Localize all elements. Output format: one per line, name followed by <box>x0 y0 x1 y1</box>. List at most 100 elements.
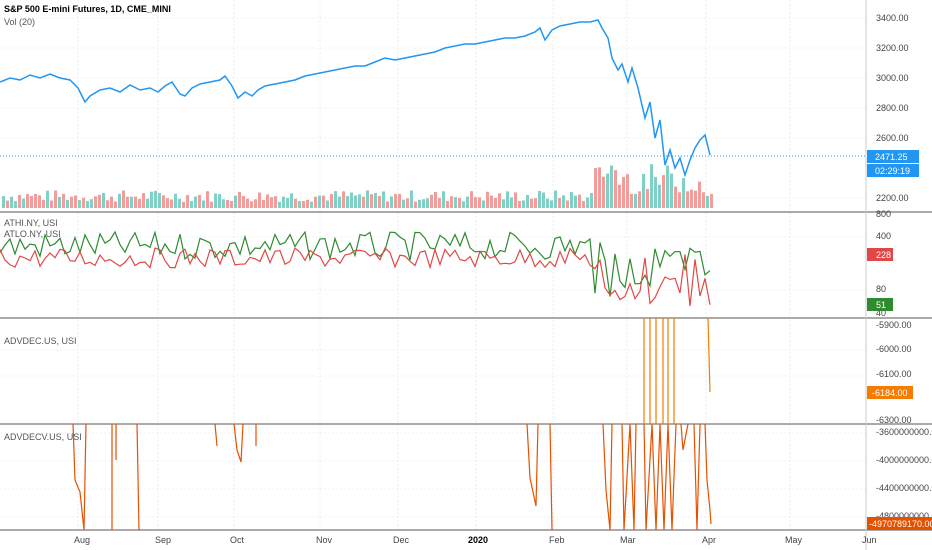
volume-bar <box>446 200 449 208</box>
volume-bar <box>10 196 13 208</box>
volume-bar <box>678 192 681 208</box>
volume-bar <box>98 194 101 208</box>
volume-bar <box>74 195 77 208</box>
x-axis-label: Jun <box>862 535 877 545</box>
volume-bar <box>370 194 373 208</box>
volume-bar <box>334 191 337 208</box>
advdecv-spike <box>136 423 140 531</box>
atlo-title[interactable]: ATLO.NY, USI <box>4 229 61 239</box>
volume-bar <box>238 191 241 208</box>
volume-bar <box>626 174 629 208</box>
volume-bar <box>582 200 585 208</box>
volume-bar <box>102 192 105 208</box>
symbol-title[interactable]: S&P 500 E-mini Futures, 1D, CME_MINI <box>4 4 171 14</box>
volume-bar <box>602 176 605 208</box>
volume-bar <box>130 196 133 208</box>
athi-title[interactable]: ATHI.NY, USI <box>4 218 58 228</box>
volume-bar <box>62 193 65 208</box>
volume-bar <box>126 196 129 208</box>
advdecv-spike <box>111 424 117 530</box>
volume-bar <box>242 196 245 208</box>
volume-bar <box>394 194 397 208</box>
volume-bar <box>490 195 493 208</box>
volume-bar <box>118 193 121 208</box>
volume-bar <box>198 194 201 208</box>
axis-label: -3600000000.00 <box>876 427 932 437</box>
volume-bar <box>78 200 81 208</box>
volume-bar <box>606 173 609 208</box>
volume-bar <box>482 200 485 208</box>
axis-label: 80 <box>876 284 886 294</box>
volume-bar <box>694 190 697 208</box>
volume-bar <box>682 178 685 208</box>
volume-bar <box>558 197 561 208</box>
volume-bar <box>154 190 157 208</box>
volume-bar <box>294 198 297 208</box>
volume-bar <box>186 194 189 208</box>
volume-bar <box>462 201 465 208</box>
advdecv-title[interactable]: ADVDECV.US, USI <box>4 432 82 442</box>
volume-bar <box>66 199 69 208</box>
volume-bar <box>430 194 433 208</box>
volume-bar <box>670 173 673 208</box>
volume-bar <box>622 176 625 208</box>
advdecv-spike <box>526 423 539 507</box>
volume-bar <box>650 164 653 208</box>
volume-bar <box>698 181 701 208</box>
axis-label: 40 <box>876 308 886 318</box>
volume-bar <box>638 191 641 208</box>
volume-bar <box>554 190 557 208</box>
volume-bar <box>314 196 317 208</box>
advdec-tag-text: -6184.00 <box>872 388 908 398</box>
atlo-tag-text: 51 <box>876 300 886 310</box>
volume-bar <box>282 196 285 208</box>
volume-bar <box>86 201 89 208</box>
advdec-title[interactable]: ADVDEC.US, USI <box>4 336 77 346</box>
volume-bar <box>654 176 657 208</box>
volume-bar <box>634 193 637 208</box>
advdecv-tag: -4970789170.00 <box>867 517 932 530</box>
axis-label: 800 <box>876 209 891 219</box>
volume-bar <box>138 198 141 208</box>
axis-label: 3200.00 <box>876 43 909 53</box>
volume-bar <box>466 196 469 208</box>
volume-bar <box>562 195 565 208</box>
volume-bar <box>514 192 517 208</box>
atlo-tag: 51 <box>867 298 893 311</box>
volume-bar <box>454 197 457 208</box>
volume-bar <box>486 191 489 208</box>
volume-bar <box>586 197 589 208</box>
axis-label: -6100.00 <box>876 369 912 379</box>
volume-bars <box>2 164 713 208</box>
volume-bar <box>382 191 385 208</box>
volume-bar <box>82 197 85 208</box>
volume-bar <box>270 197 273 208</box>
x-axis-label: Oct <box>230 535 245 545</box>
volume-bar <box>506 191 509 208</box>
volume-bar <box>42 199 45 208</box>
advdecv-spike <box>602 423 613 531</box>
volume-bar <box>630 193 633 208</box>
x-axis-label: Apr <box>702 535 716 545</box>
volume-bar <box>566 200 569 208</box>
volume-bar <box>46 190 49 208</box>
volume-bar <box>146 198 149 208</box>
time-tag-text: 02:29:19 <box>875 166 910 176</box>
volume-bar <box>450 196 453 208</box>
volume-bar <box>194 196 197 208</box>
volume-bar <box>366 190 369 208</box>
volume-bar <box>618 184 621 208</box>
volume-title[interactable]: Vol (20) <box>4 17 35 27</box>
time-tag: 02:29:19 <box>867 164 919 177</box>
volume-bar <box>158 193 161 208</box>
x-axis[interactable]: Aug Sep Oct Nov Dec 2020 Feb Mar Apr May… <box>74 535 877 545</box>
volume-bar <box>222 199 225 208</box>
price-tag: 2471.25 <box>867 150 919 163</box>
volume-bar <box>326 200 329 208</box>
volume-bar <box>578 194 581 208</box>
volume-bar <box>690 189 693 208</box>
volume-bar <box>590 192 593 208</box>
volume-bar <box>214 193 217 208</box>
